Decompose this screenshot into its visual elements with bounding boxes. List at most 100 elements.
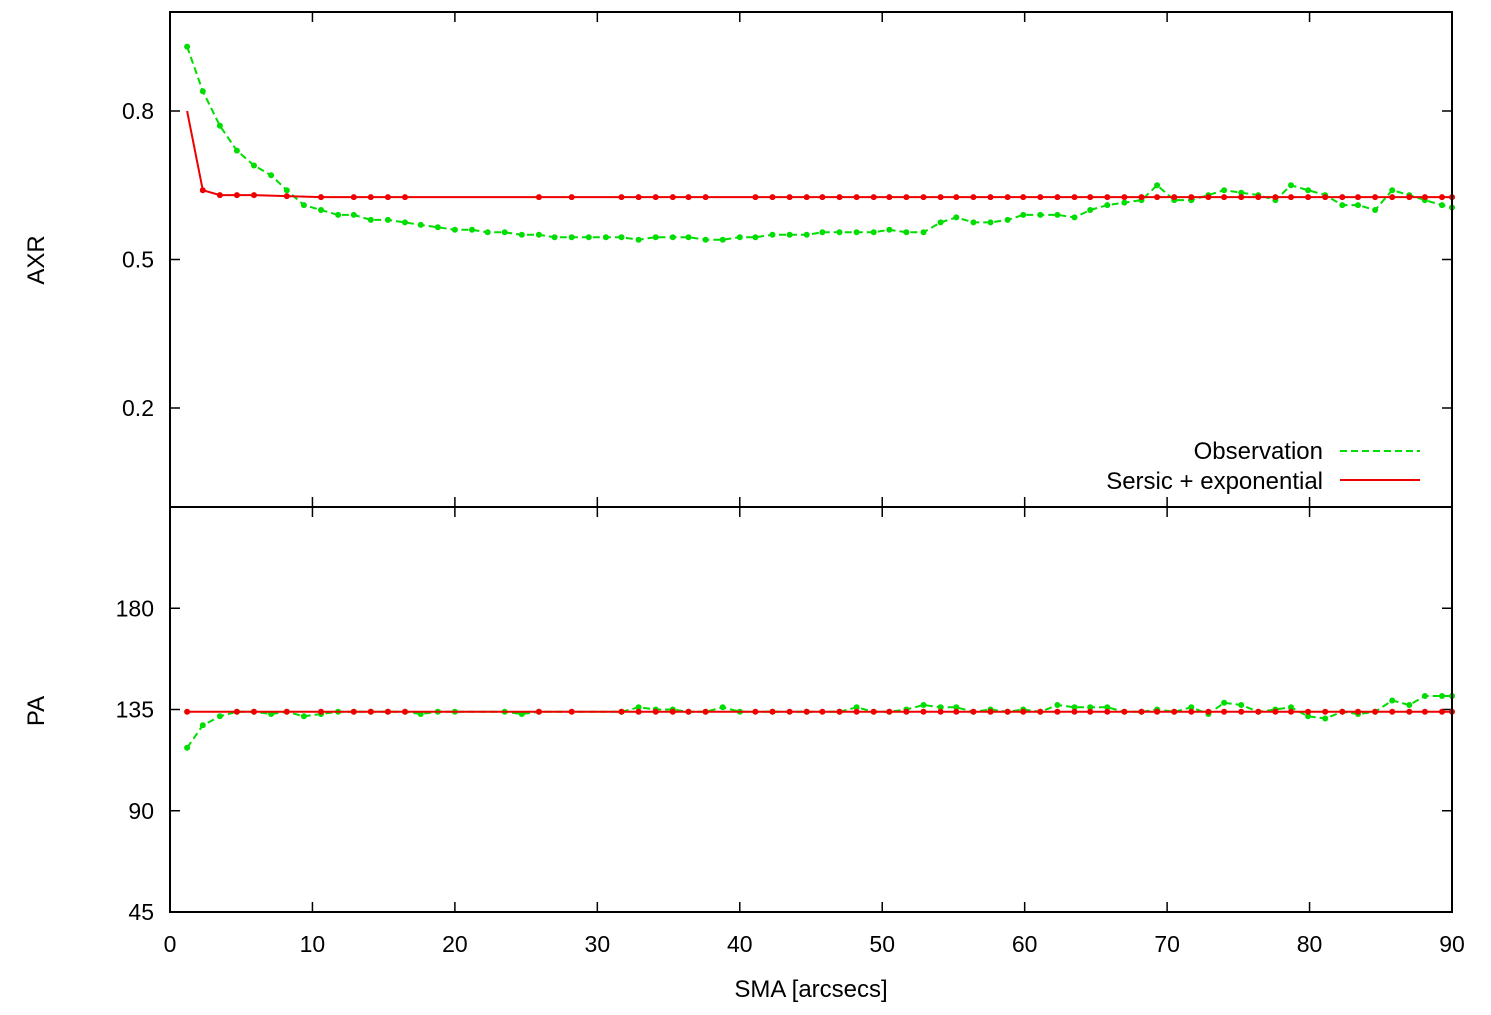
axr-point-observation xyxy=(635,236,642,243)
pa-point-observation xyxy=(300,713,307,720)
pa-point-observation xyxy=(1104,704,1111,711)
pa-axis-title: PA xyxy=(23,696,50,726)
pa-point-model xyxy=(1004,708,1011,715)
axr-point-model xyxy=(836,194,843,201)
axr-point-observation xyxy=(451,226,458,233)
pa-point-model xyxy=(402,708,408,715)
pa-point-observation xyxy=(199,722,206,729)
pa-point-observation xyxy=(184,744,191,751)
legend-label-model: Sersic + exponential xyxy=(1106,468,1323,495)
pa-point-observation xyxy=(1288,704,1294,711)
axr-point-model xyxy=(1255,194,1262,201)
axr-point-model xyxy=(1238,194,1245,201)
axr-point-observation xyxy=(987,219,994,226)
axr-point-observation xyxy=(652,234,659,241)
axr-point-model xyxy=(535,194,542,201)
axr-point-model xyxy=(953,194,960,201)
pa-point-model xyxy=(1037,708,1044,715)
axr-point-observation xyxy=(736,234,743,241)
pa-point-observation xyxy=(635,704,642,711)
axr-point-model xyxy=(786,194,793,201)
pa-point-model xyxy=(384,708,391,715)
pa-point-model xyxy=(1238,708,1245,715)
axr-point-model xyxy=(1439,194,1445,201)
axr-axis-title: AXR xyxy=(23,235,50,284)
axr-point-model xyxy=(702,194,709,201)
pa-point-model xyxy=(283,708,290,715)
axr-point-model xyxy=(1087,194,1094,201)
pa-point-model xyxy=(853,708,860,715)
axr-point-observation xyxy=(518,231,525,238)
pa-point-model xyxy=(702,708,709,715)
axr-point-observation xyxy=(602,234,609,241)
pa-point-model xyxy=(685,708,692,715)
pa-point-model xyxy=(987,708,994,715)
axr-point-observation xyxy=(1305,187,1312,194)
axr-point-observation xyxy=(702,236,709,243)
axr-point-model xyxy=(920,194,927,201)
pa-point-observation xyxy=(1389,697,1396,704)
axr-point-model xyxy=(1037,194,1044,201)
pa-point-model xyxy=(1104,708,1111,715)
axr-ytick-label-0.5: 0.5 xyxy=(122,247,154,273)
axr-point-model xyxy=(1272,194,1279,201)
axr-point-model xyxy=(1054,194,1061,201)
axr-point-observation xyxy=(199,88,206,95)
pa-ytick-label-45: 45 xyxy=(128,899,154,925)
pa-point-model xyxy=(769,708,776,715)
axr-point-observation xyxy=(719,236,726,243)
pa-point-model xyxy=(618,708,625,715)
axr-point-model xyxy=(1355,194,1361,201)
axr-point-model xyxy=(1406,194,1413,201)
axr-point-observation xyxy=(1221,187,1228,194)
pa-point-model xyxy=(1305,708,1312,715)
axr-point-model xyxy=(1339,194,1346,201)
axr-point-model xyxy=(1020,194,1027,201)
axr-point-model xyxy=(1205,194,1212,201)
pa-point-model xyxy=(1372,708,1379,715)
pa-point-model xyxy=(367,708,374,715)
axr-point-model xyxy=(819,194,826,201)
axr-point-model xyxy=(1138,194,1145,201)
xtick-label-50: 50 xyxy=(869,931,895,957)
axr-point-model xyxy=(199,187,206,194)
axr-point-observation xyxy=(318,207,324,213)
pa-point-model xyxy=(1288,708,1294,715)
pa-point-model xyxy=(1020,708,1027,715)
pa-point-model xyxy=(1087,708,1094,715)
axr-point-observation xyxy=(367,216,374,223)
axr-point-observation xyxy=(184,43,191,50)
axr-point-observation xyxy=(484,229,491,236)
axr-point-observation xyxy=(1154,182,1161,189)
axr-point-observation xyxy=(920,229,927,236)
pa-ytick-label-180: 180 xyxy=(116,595,154,621)
pa-point-model xyxy=(1272,708,1279,715)
axr-point-model xyxy=(903,194,910,201)
axr-point-model xyxy=(402,194,408,201)
pa-point-observation xyxy=(937,704,944,711)
axr-point-model xyxy=(1389,194,1396,201)
axr-point-observation xyxy=(417,221,424,228)
axr-point-observation xyxy=(568,234,575,241)
axr-panel: 0.2 0.5 0.8 xyxy=(122,11,1455,508)
axr-point-model xyxy=(216,192,223,199)
axr-point-observation xyxy=(233,147,240,154)
pa-point-model xyxy=(870,708,877,715)
axr-point-model xyxy=(1372,194,1379,201)
axr-point-observation xyxy=(585,234,592,241)
axr-ytick-label-0.2: 0.2 xyxy=(122,395,154,421)
axr-point-observation xyxy=(1087,207,1094,213)
axr-point-model xyxy=(1071,194,1078,201)
axr-point-model xyxy=(367,194,374,201)
axr-point-model xyxy=(870,194,877,201)
pa-point-model xyxy=(1439,708,1445,715)
axr-point-model xyxy=(618,194,625,201)
pa-point-observation xyxy=(920,702,927,708)
pa-point-model xyxy=(350,708,357,715)
pa-point-model xyxy=(1154,708,1161,715)
axr-point-observation xyxy=(350,211,357,218)
axr-point-observation xyxy=(1288,182,1294,189)
sma-axis-title: SMA [arcsecs] xyxy=(734,976,887,1003)
axr-point-observation xyxy=(1372,207,1379,213)
